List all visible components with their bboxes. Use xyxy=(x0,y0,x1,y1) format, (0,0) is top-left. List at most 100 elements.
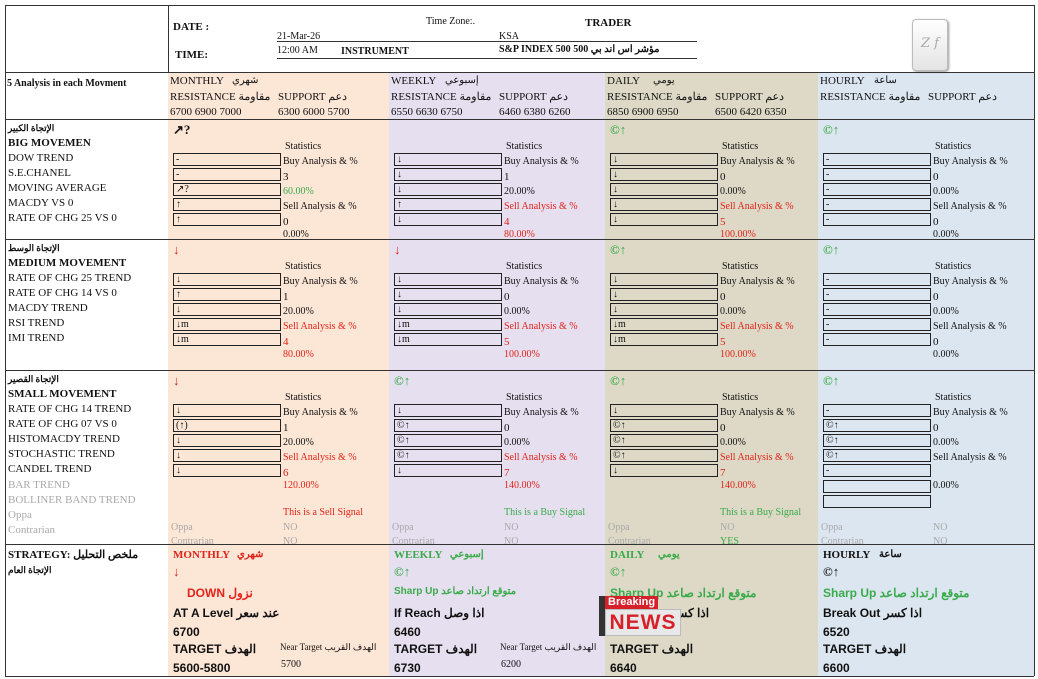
buy-percent: 0.00% xyxy=(933,306,959,317)
strategy-level: 6700 xyxy=(173,625,200,639)
time-value: 12:00 AM xyxy=(277,45,318,56)
statistics-label: Statistics xyxy=(506,392,543,403)
instrument-label: INSTRUMENT xyxy=(341,46,409,57)
oppa-value: NO xyxy=(283,522,298,533)
statistics-label: Statistics xyxy=(722,392,759,403)
grid-hline-6 xyxy=(5,676,1034,677)
statistics-label: Statistics xyxy=(722,261,759,272)
buy-count: 0 xyxy=(504,291,510,303)
buy-count: 0 xyxy=(933,171,939,183)
date-label: DATE : xyxy=(173,21,210,33)
indicator-signal-box: ©↑ xyxy=(610,434,718,447)
buy-analysis-label: Buy Analysis & % xyxy=(933,276,1008,287)
trader-label: TRADER xyxy=(585,17,632,29)
near-target-value: 6200 xyxy=(501,659,521,670)
indicator-label: IMI TREND xyxy=(8,332,65,344)
sell-percent: 0.00% xyxy=(933,480,959,491)
trend-direction-icon: ©↑ xyxy=(823,373,840,388)
contrarian-value: NO xyxy=(504,536,519,547)
indicator-signal-box: - xyxy=(823,213,931,226)
column-title-weekly: WEEKLY xyxy=(391,75,437,87)
buy-count: 0 xyxy=(933,291,939,303)
extra-indicator-box xyxy=(394,495,502,508)
extra-indicator-box xyxy=(610,480,718,493)
oppa-value: NO xyxy=(720,522,735,533)
indicator-label: RATE OF CHG 07 VS 0 xyxy=(8,418,117,430)
sell-count: 0 xyxy=(933,216,939,228)
strategy-level: 6460 xyxy=(394,625,421,639)
signal-text: This is a Sell Signal xyxy=(283,507,363,518)
buy-analysis-label: Buy Analysis & % xyxy=(283,156,358,167)
support-values: 6500 6420 6350 xyxy=(715,106,787,118)
contrarian-label: Contrarian xyxy=(608,536,651,547)
indicator-signal-box: - xyxy=(823,318,931,331)
sell-count: 6 xyxy=(283,467,289,479)
indicator-label: MOVING AVERAGE xyxy=(8,182,107,194)
grid-vline-left xyxy=(5,5,6,676)
indicator-signal-box: - xyxy=(823,273,931,286)
column-panel-daily xyxy=(605,72,818,676)
sell-analysis-label: Sell Analysis & % xyxy=(933,452,1007,463)
indicator-signal-box: ↓ xyxy=(173,273,281,286)
buy-count: 1 xyxy=(283,422,289,434)
column-title-monthly: MONTHLY xyxy=(170,75,224,87)
grid-vline-header xyxy=(168,5,169,72)
indicator-signal-box: ↓ xyxy=(610,273,718,286)
statistics-label: Statistics xyxy=(285,141,322,152)
indicator-signal-box: - xyxy=(823,333,931,346)
buy-analysis-label: Buy Analysis & % xyxy=(933,156,1008,167)
sell-percent: 0.00% xyxy=(933,229,959,240)
contrarian-label: Contrarian xyxy=(392,536,435,547)
sell-count: 4 xyxy=(504,216,510,228)
sell-percent: 140.00% xyxy=(504,480,540,491)
oppa-label: Oppa xyxy=(392,522,414,533)
buy-count: 1 xyxy=(504,171,510,183)
strategy-label-ar: الإتجاة العام xyxy=(8,565,52,575)
contrarian-value: YES xyxy=(720,536,739,547)
section-title: MEDIUM MOVEMENT xyxy=(8,257,127,269)
extra-indicator-box xyxy=(173,495,281,508)
section-title: BIG MOVEMEN xyxy=(8,137,91,149)
contrarian-label: Contrarian xyxy=(821,536,864,547)
sell-analysis-label: Sell Analysis & % xyxy=(933,321,1007,332)
indicator-signal-box: ↓ xyxy=(610,303,718,316)
logo-tile: Z f xyxy=(912,19,948,71)
indicator-signal-box: - xyxy=(173,153,281,166)
sell-percent: 120.00% xyxy=(283,480,319,491)
buy-percent: 0.00% xyxy=(720,437,746,448)
trend-direction-icon: ↓ xyxy=(394,242,401,257)
sell-analysis-label: Sell Analysis & % xyxy=(504,452,578,463)
trend-direction-icon: ©↑ xyxy=(610,242,627,257)
sell-count: 7 xyxy=(720,467,726,479)
strategy-target-value: 5600-5800 xyxy=(173,661,231,675)
buy-percent: 20.00% xyxy=(283,437,314,448)
statistics-label: Statistics xyxy=(935,392,972,403)
grid-hline-0 xyxy=(5,5,1034,6)
trend-direction-icon: ↓ xyxy=(173,242,180,257)
strategy-level: 6520 xyxy=(823,625,850,639)
strategy-condition: If Reach اذا وصل xyxy=(394,606,485,620)
indicator-label: DOW TREND xyxy=(8,152,74,164)
indicator-signal-box: ↓m xyxy=(394,333,502,346)
indicator-signal-box: ↓ xyxy=(394,404,502,417)
sell-count: 5 xyxy=(504,336,510,348)
indicator-label: RATE OF CHG 14 VS 0 xyxy=(8,287,117,299)
indicator-signal-box: ↓ xyxy=(610,404,718,417)
resistance-values: 6850 6900 6950 xyxy=(607,106,679,118)
resistance-label: RESISTANCE مقاومة xyxy=(170,91,271,103)
buy-count: 0 xyxy=(933,422,939,434)
buy-count: 0 xyxy=(720,422,726,434)
buy-count: 3 xyxy=(283,171,289,183)
indicator-signal-box: - xyxy=(823,153,931,166)
sell-count: 5 xyxy=(720,336,726,348)
support-label: SUPPORT دعم xyxy=(278,91,347,103)
indicator-label: CANDEL TREND xyxy=(8,463,92,475)
support-values: 6300 6000 5700 xyxy=(278,106,350,118)
analysis-sheet: DATE : 21-Mar-26 Time Zone:. KSA TRADER … xyxy=(5,5,1035,677)
column-title-ar-hourly: ساعة xyxy=(874,75,897,86)
trend-direction-icon: ©↑ xyxy=(610,373,627,388)
sell-count: 0 xyxy=(283,216,289,228)
signal-text: This is a Buy Signal xyxy=(720,507,802,518)
resistance-values: 6700 6900 7000 xyxy=(170,106,242,118)
indicator-signal-box: - xyxy=(823,288,931,301)
